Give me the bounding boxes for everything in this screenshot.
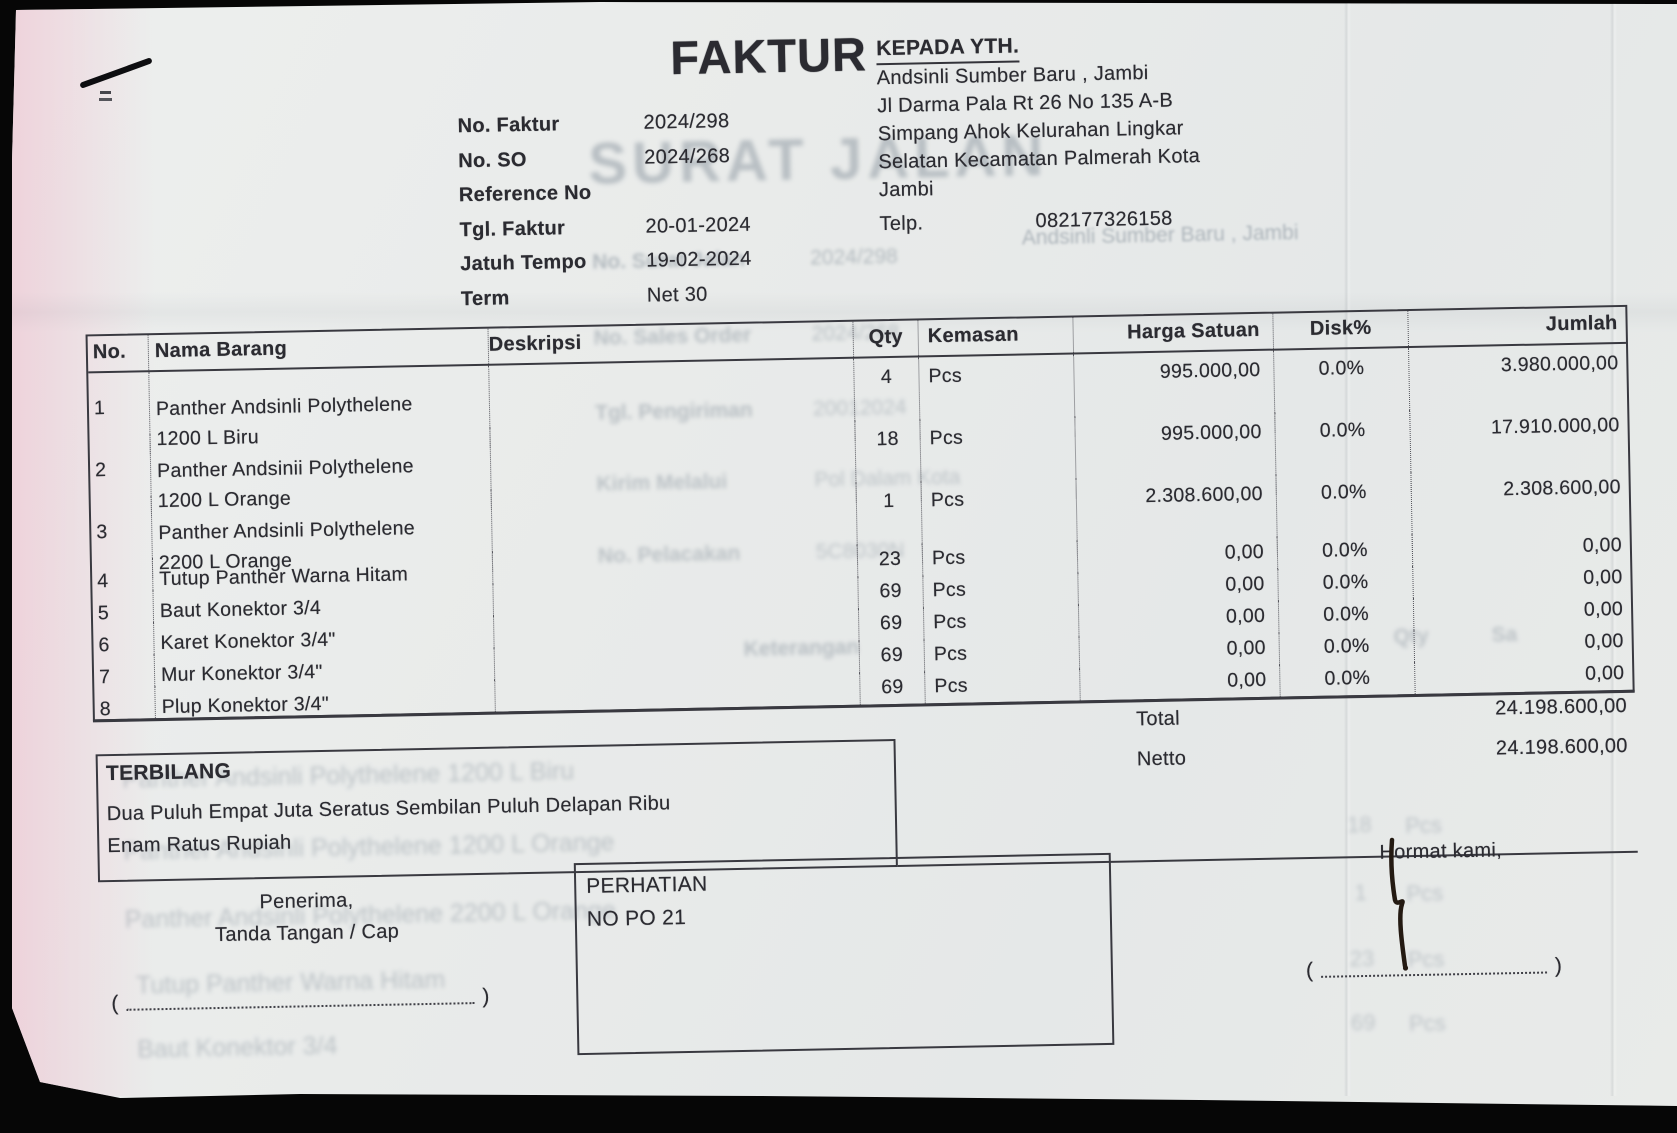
paren-open: (	[1305, 958, 1314, 983]
cell-kemasan: Pcs	[921, 540, 1078, 578]
invoice-field: Term Net 30	[461, 278, 881, 316]
cell-qty: 69	[857, 575, 923, 611]
cell-no: 4	[97, 570, 109, 593]
pen-mark	[99, 98, 112, 101]
telp-label: Telp.	[879, 212, 924, 236]
total-label: Total	[1135, 707, 1181, 731]
invoice-field: Jatuh Tempo 19-02-2024	[460, 243, 880, 281]
fold-line	[1610, 2, 1617, 1096]
field-label: Term	[460, 286, 510, 310]
recipient-line: Jl Darma Pala Rt 26 No 135 A-B	[877, 89, 1174, 118]
bleedthrough-text: 69	[1350, 1009, 1376, 1036]
table-body: 1 Panther Andsinli Polythelene 1200 L Biru…	[88, 343, 1633, 721]
paren-close: )	[1554, 954, 1563, 978]
field-value: 2024/268	[644, 144, 731, 169]
cell-kemasan: Pcs	[922, 572, 1078, 610]
cell-disk: 0.0%	[1277, 598, 1414, 635]
perhatian-note: NO PO 21	[586, 906, 687, 932]
cell-disk: 0.0%	[1278, 630, 1415, 667]
document-title: FAKTUR	[669, 27, 868, 85]
field-value: 2024/298	[643, 110, 730, 134]
field-value: 19-02-2024	[646, 247, 752, 272]
netto-value: 24.198.600,00	[1495, 734, 1628, 760]
column-header: Harga Satuan	[1072, 313, 1274, 353]
pen-mark	[100, 91, 111, 94]
telp-value: 082177326158	[1035, 207, 1173, 233]
fold-line	[1344, 2, 1351, 1096]
column-header: Qty	[852, 320, 919, 357]
hormat-signature-line: ( )	[1306, 948, 1563, 983]
cell-no: 8	[99, 698, 112, 721]
carbon-pink-edge	[12, 2, 162, 1096]
paper-crease	[12, 292, 1677, 332]
field-label: Tgl. Faktur	[459, 216, 566, 241]
field-value: Net 30	[646, 282, 708, 307]
cell-no: 7	[98, 666, 111, 689]
netto-label: Netto	[1136, 747, 1187, 771]
field-label: Jatuh Tempo	[460, 250, 587, 276]
cell-kemasan: Pcs	[924, 668, 1080, 706]
column-header: Disk%	[1272, 311, 1408, 349]
column-header: No.	[92, 340, 127, 364]
cell-qty: 23	[856, 543, 923, 579]
cell-disk: 0.0%	[1277, 566, 1413, 603]
recipient-line: Andsinli Sumber Baru , Jambi	[876, 61, 1149, 90]
paren-open: (	[111, 991, 119, 1016]
cell-kemasan: Pcs	[922, 604, 1079, 642]
field-value: 20-01-2024	[645, 213, 752, 238]
cell-qty: 69	[859, 671, 925, 707]
column-header: Deskripsi	[487, 321, 854, 364]
dotted-line	[1321, 970, 1548, 978]
paren-close: )	[482, 984, 490, 1008]
total-value: 24.198.600,00	[1494, 694, 1628, 720]
cell-no: 6	[98, 634, 110, 657]
field-label: No. Faktur	[457, 113, 560, 138]
cell-kemasan: Pcs	[923, 636, 1080, 674]
cell-qty: 69	[858, 639, 925, 675]
penerima-sublabel: Tanda Tangan / Cap	[214, 920, 400, 947]
cell-disk: 0.0%	[1279, 661, 1415, 699]
recipient-line: Selatan Kecamatan Palmerah Kota	[878, 145, 1201, 174]
pen-signature-stroke	[1389, 837, 1409, 971]
bleedthrough-text: 18	[1346, 811, 1372, 838]
column-header: Kemasan	[917, 317, 1074, 356]
penerima-signature-line: ( )	[111, 979, 490, 1016]
cell-qty: 69	[857, 607, 924, 643]
bleedthrough-text: Baut Konektor 3/4	[137, 1031, 338, 1064]
column-header: Nama Barang	[147, 328, 489, 371]
column-header: Jumlah	[1407, 306, 1626, 347]
invoice-field: Tgl. Faktur 20-01-2024	[459, 209, 879, 247]
bleedthrough-text: Pcs	[1408, 1010, 1446, 1037]
dotted-line	[126, 1001, 475, 1011]
invoice-field: Reference No	[459, 174, 879, 212]
bleedthrough-layer: SURAT JALAN Andsinli Sumber Baru , Jambi N…	[12, 2, 1666, 1064]
cell-no: 5	[97, 602, 110, 625]
perhatian-box: PERHATIAN NO PO 21	[573, 852, 1115, 1056]
perhatian-title: PERHATIAN	[585, 872, 708, 898]
field-label: No. SO	[458, 148, 527, 172]
cell-disk: 0.0%	[1276, 534, 1413, 571]
recipient-line: Simpang Ahok Kelurahan Lingkar	[877, 117, 1184, 146]
field-label: Reference No	[458, 181, 592, 207]
recipient-line: Jambi	[878, 178, 934, 202]
terbilang-label: TERBILANG	[105, 759, 232, 786]
items-table: No. Nama Barang Deskripsi Qty Kemasan Harga S…	[85, 304, 1635, 722]
bleedthrough-text: 1	[1354, 879, 1367, 906]
recipient-heading: KEPADA YTH.	[875, 32, 1020, 66]
